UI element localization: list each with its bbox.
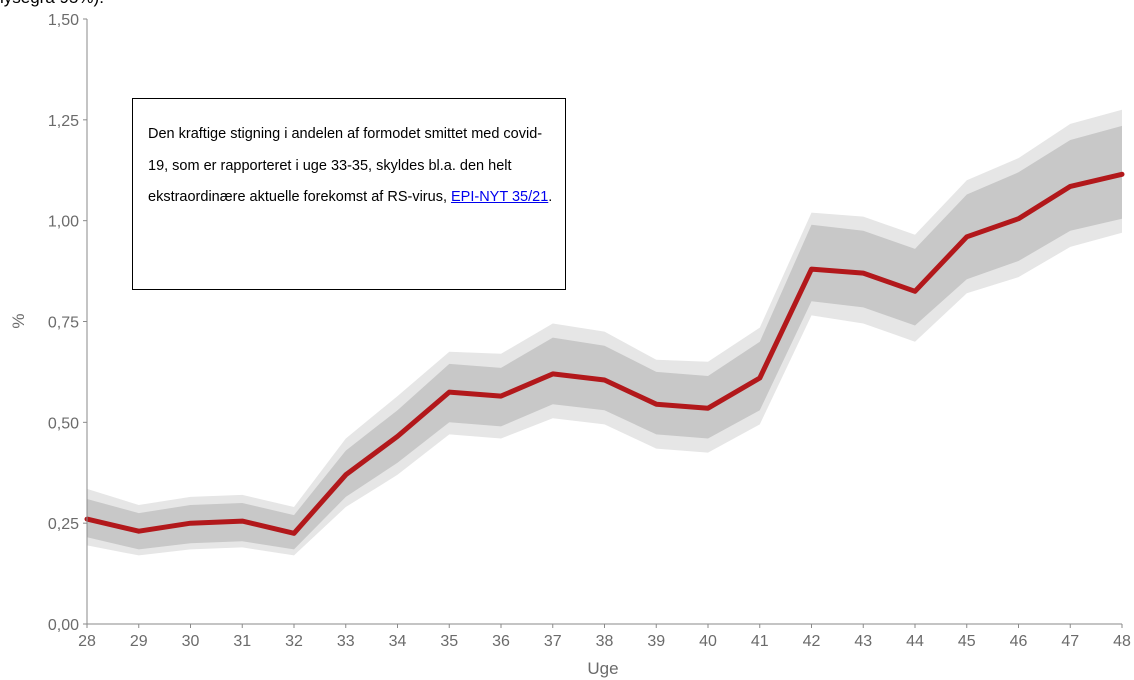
y-tick-label: 1,00 (48, 214, 79, 231)
axes (83, 18, 1123, 628)
x-axis-title: Uge (587, 659, 618, 678)
tick-labels: 0,00 0,25 0,50 0,75 1,00 1,25 1,50 28 29 30 31 32 33… (48, 12, 1131, 650)
x-tick-label: 38 (596, 633, 614, 650)
x-tick-label: 35 (440, 633, 458, 650)
header-fragment-text: lysegrå 95%). (0, 0, 104, 8)
x-tick-label: 33 (337, 633, 355, 650)
band-95pct (87, 109, 1122, 556)
annotation-text: Den kraftige stigning i andelen af formo… (148, 119, 558, 214)
x-tick-label: 31 (233, 633, 251, 650)
y-tick-label: 0,50 (48, 415, 79, 432)
annotation-trailing: . (548, 189, 553, 205)
x-tick-label: 44 (906, 633, 924, 650)
y-tick-label: 0,25 (48, 516, 79, 533)
y-axis-title: % (9, 313, 28, 328)
x-tick-label: 37 (544, 633, 562, 650)
annotation-body: Den kraftige stigning i andelen af formo… (148, 126, 543, 205)
y-tick-label: 1,25 (48, 113, 79, 130)
x-tick-label: 48 (1113, 633, 1131, 650)
x-tick-label: 39 (647, 633, 665, 650)
x-tick-label: 34 (389, 633, 407, 650)
band-80pct (87, 125, 1122, 550)
x-tick-label: 42 (803, 633, 821, 650)
annotation-box: Den kraftige stigning i andelen af formo… (132, 98, 566, 290)
y-tick-label: 0,00 (48, 617, 79, 634)
x-tick-label: 47 (1061, 633, 1079, 650)
y-tick-label: 1,50 (48, 12, 79, 29)
x-tick-label: 43 (854, 633, 872, 650)
x-tick-label: 29 (130, 633, 148, 650)
x-tick-label: 40 (699, 633, 717, 650)
x-tick-label: 28 (78, 633, 96, 650)
series-lines (84, 171, 1125, 536)
x-tick-label: 32 (285, 633, 303, 650)
x-tick-label: 46 (1010, 633, 1028, 650)
x-tick-label: 30 (182, 633, 200, 650)
confidence-bands (87, 109, 1122, 556)
x-tick-label: 41 (751, 633, 769, 650)
x-tick-label: 45 (958, 633, 976, 650)
series-line-0 (84, 171, 1125, 536)
x-tick-label: 36 (492, 633, 510, 650)
y-tick-label: 0,75 (48, 315, 79, 332)
epi-nyt-link[interactable]: EPI-NYT 35/21 (451, 189, 549, 205)
